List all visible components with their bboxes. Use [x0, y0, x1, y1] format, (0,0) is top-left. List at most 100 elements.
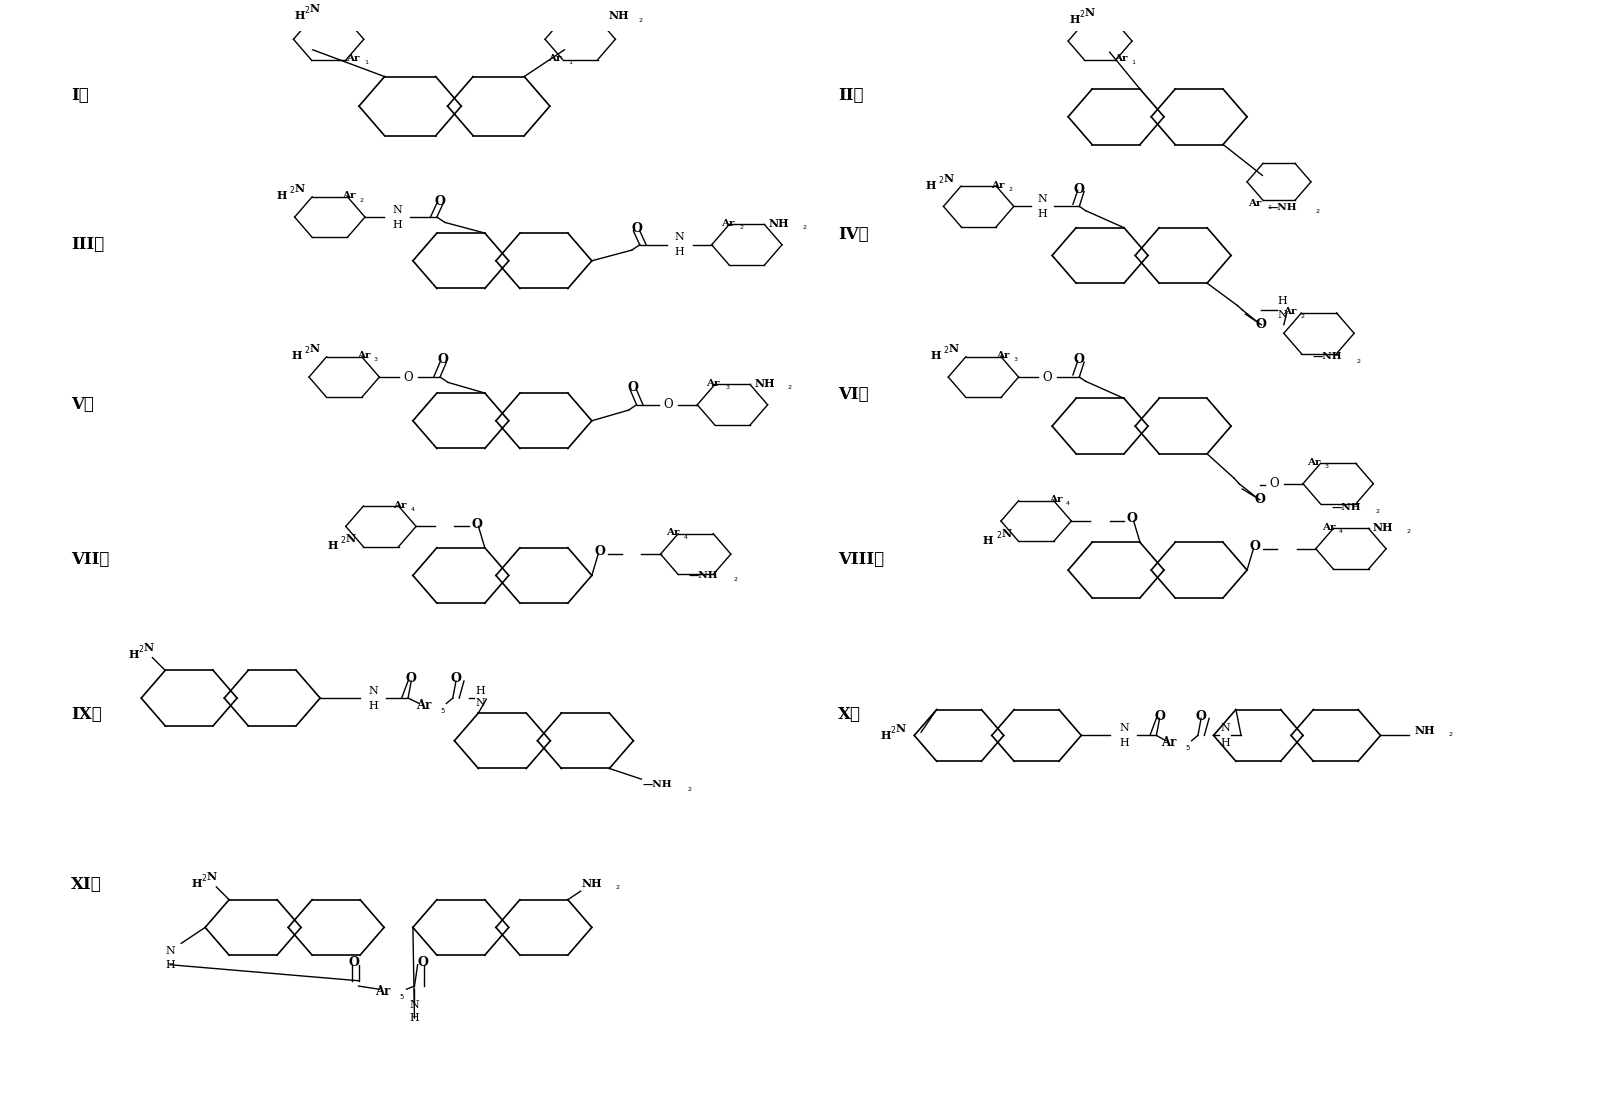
Text: O: O — [664, 398, 674, 411]
Text: N: N — [409, 1000, 419, 1010]
Text: NH: NH — [1373, 522, 1393, 533]
Text: N: N — [1038, 194, 1048, 204]
Text: N: N — [476, 698, 485, 708]
Text: Ar: Ar — [721, 219, 735, 228]
Text: N: N — [675, 232, 685, 242]
Text: N: N — [164, 946, 174, 956]
Text: H: H — [192, 878, 203, 890]
Text: $_2$: $_2$ — [1301, 312, 1306, 320]
Text: O: O — [438, 354, 448, 367]
Text: IX：: IX： — [71, 706, 102, 723]
Text: O: O — [1074, 182, 1085, 196]
Text: NH: NH — [754, 378, 775, 389]
Text: N: N — [392, 204, 401, 214]
Text: O: O — [1154, 709, 1165, 723]
Text: O: O — [1043, 370, 1053, 383]
Text: $_2$N: $_2$N — [137, 641, 155, 655]
Text: $_2$N: $_2$N — [890, 722, 908, 736]
Text: $_1$: $_1$ — [1132, 57, 1136, 67]
Text: $_2$N: $_2$N — [996, 527, 1012, 540]
Text: V：: V： — [71, 397, 93, 413]
Text: O: O — [1074, 354, 1085, 367]
Text: —NH: —NH — [643, 780, 672, 789]
Text: —NH: —NH — [1332, 503, 1361, 512]
Text: $_3$: $_3$ — [374, 356, 379, 365]
Text: H: H — [880, 730, 891, 741]
Text: H: H — [392, 220, 401, 230]
Text: $_2$: $_2$ — [740, 223, 745, 232]
Text: H: H — [476, 685, 485, 696]
Text: N: N — [1220, 723, 1230, 733]
Text: H: H — [409, 1013, 419, 1023]
Text: H: H — [675, 248, 685, 257]
Text: $_2$N: $_2$N — [938, 171, 956, 186]
Text: Ar: Ar — [1307, 457, 1320, 466]
Text: VI：: VI： — [838, 386, 869, 402]
Text: O: O — [450, 672, 461, 685]
Text: III：: III： — [71, 236, 105, 253]
Text: Ar: Ar — [416, 699, 432, 712]
Text: Ar: Ar — [356, 351, 371, 360]
Text: —NH: —NH — [1267, 203, 1298, 212]
Text: VII：: VII： — [71, 551, 110, 568]
Text: H: H — [1277, 296, 1286, 306]
Text: $_3$: $_3$ — [1012, 356, 1019, 365]
Text: Ar: Ar — [1162, 736, 1177, 749]
Text: VIII：: VIII： — [838, 551, 883, 568]
Text: $_2$N: $_2$N — [943, 343, 961, 356]
Text: $_2$: $_2$ — [801, 223, 808, 232]
Text: $_3$: $_3$ — [725, 383, 730, 392]
Text: Ar: Ar — [347, 54, 359, 63]
Text: H: H — [925, 180, 937, 190]
Text: H: H — [1069, 14, 1080, 25]
Text: $_2$N: $_2$N — [303, 343, 321, 356]
Text: $_2$: $_2$ — [733, 576, 738, 585]
Text: $_5$: $_5$ — [1185, 744, 1191, 753]
Text: $_2$: $_2$ — [359, 196, 364, 204]
Text: Ar: Ar — [393, 501, 406, 509]
Text: O: O — [1249, 540, 1261, 554]
Text: NH: NH — [769, 218, 788, 229]
Text: H: H — [368, 701, 377, 711]
Text: O: O — [406, 672, 416, 685]
Text: O: O — [595, 546, 604, 558]
Text: N: N — [368, 685, 377, 696]
Text: $_2$N: $_2$N — [1078, 7, 1096, 20]
Text: H: H — [164, 960, 174, 970]
Text: $_2$: $_2$ — [1356, 357, 1362, 366]
Text: $_2$: $_2$ — [787, 383, 793, 392]
Text: Ar: Ar — [1322, 523, 1335, 532]
Text: $_2$: $_2$ — [1406, 527, 1410, 536]
Text: H: H — [295, 10, 305, 21]
Text: H: H — [127, 649, 139, 660]
Text: X：: X： — [838, 706, 861, 723]
Text: Ar: Ar — [991, 180, 1004, 190]
Text: Ar: Ar — [996, 351, 1009, 360]
Text: $_2$N: $_2$N — [289, 182, 306, 197]
Text: $_2$: $_2$ — [614, 884, 621, 893]
Text: $_4$: $_4$ — [1338, 527, 1344, 536]
Text: H: H — [930, 350, 941, 361]
Text: H: H — [1120, 738, 1130, 748]
Text: Ar: Ar — [1248, 199, 1262, 208]
Text: Ar: Ar — [1048, 495, 1062, 504]
Text: O: O — [1269, 477, 1278, 491]
Text: NH: NH — [1415, 725, 1436, 736]
Text: Ar: Ar — [667, 528, 680, 537]
Text: $_2$N: $_2$N — [202, 871, 219, 884]
Text: Ar: Ar — [1283, 307, 1298, 316]
Text: O: O — [348, 956, 359, 969]
Text: $_2$: $_2$ — [1315, 208, 1320, 217]
Text: O: O — [629, 381, 638, 394]
Text: $_4$: $_4$ — [1066, 499, 1070, 508]
Text: Ar: Ar — [342, 191, 356, 200]
Text: $_2$: $_2$ — [1448, 729, 1454, 739]
Text: O: O — [418, 956, 427, 969]
Text: II：: II： — [838, 87, 864, 104]
Text: O: O — [435, 194, 445, 208]
Text: I：: I： — [71, 87, 89, 104]
Text: $_2$: $_2$ — [1375, 507, 1381, 516]
Text: Ar: Ar — [548, 54, 561, 63]
Text: O: O — [632, 222, 642, 235]
Text: O: O — [1127, 513, 1138, 525]
